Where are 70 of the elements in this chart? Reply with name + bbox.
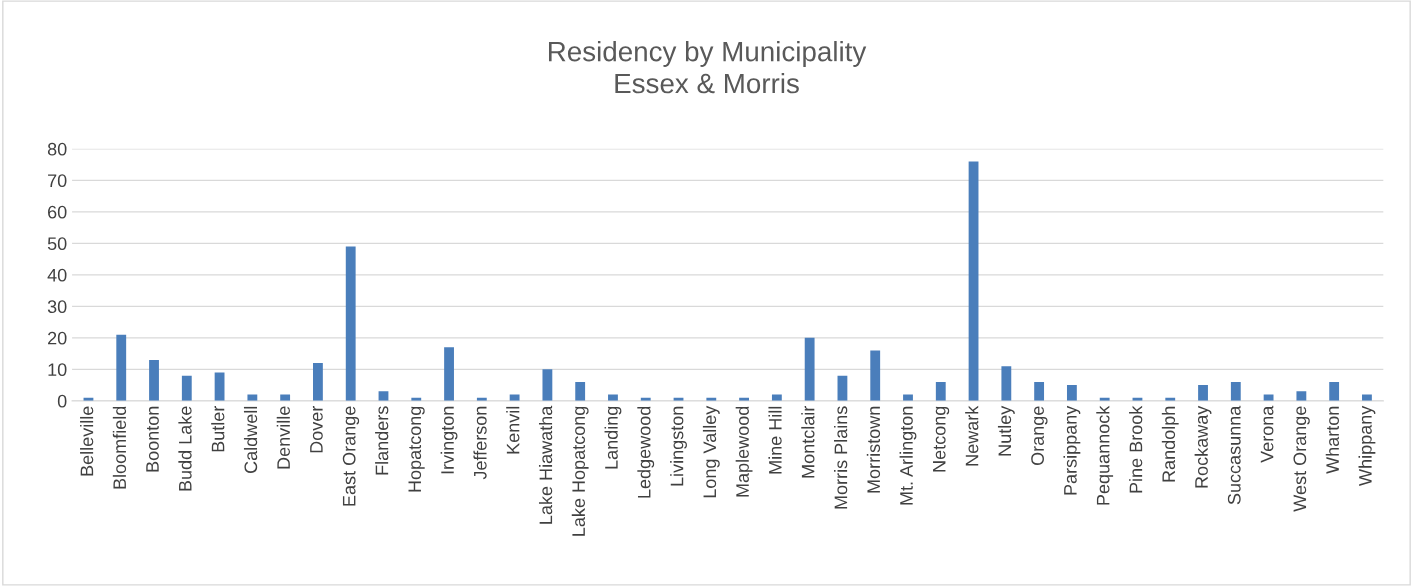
bar [214,372,225,401]
x-tick-label: Hopatcong [408,406,425,492]
bar [444,347,454,401]
bar [1329,381,1340,401]
x-tick-label: Mine Hill [768,406,782,474]
x-tick-label: Lake Hopatcong [571,406,589,536]
y-tick-label: 50 [47,237,67,251]
bar [968,161,979,401]
x-tick-label: Bloomfield [112,406,127,489]
x-tick-label: Boonton [146,406,159,472]
x-tick-label: Livingston [670,406,687,486]
x-tick-label: Morris Plains [834,406,848,509]
x-tick-label: Landing [604,406,622,469]
x-tick-label: Montclair [801,405,815,478]
bar [1296,391,1307,401]
x-tick-label: Caldwell [243,406,258,473]
x-tick-label: West Orange [1293,406,1310,512]
y-tick-label: 70 [48,174,67,188]
bar [181,375,192,401]
bar [935,381,946,401]
bar [1230,381,1241,401]
chart-title: Residency by Municipality Essex & Morris [549,41,867,94]
bar [116,334,127,401]
y-tick-label: 10 [48,363,67,377]
bar [1198,385,1208,401]
bar [1034,381,1045,401]
x-tick-label: Whippany [1358,405,1376,486]
x-tick-label: Budd Lake [178,406,192,491]
x-tick-label: Newark [965,405,979,466]
y-tick-label: 20 [48,331,67,345]
bar [1001,366,1012,401]
y-tick-label: 30 [47,300,67,314]
x-tick-label: Ledgewood [637,406,655,498]
x-tick-label: Orange [1031,406,1048,466]
y-tick-label: 40 [47,268,67,282]
bar [804,337,815,401]
x-tick-label: Dover [310,405,323,453]
x-tick-label: Pequannock [1096,405,1114,505]
x-tick-label: Pine Brook [1129,405,1143,493]
bar [1066,385,1077,401]
x-tick-label: Butler [211,405,225,452]
x-tick-label: Jefferson [473,406,487,480]
bar [870,350,881,401]
y-tick-label: 0 [57,394,67,408]
x-tick-label: Lake Hiawatha [538,405,553,524]
x-tick-label: Morristown [866,406,881,493]
x-tick-label: Parsippany [1063,405,1081,495]
x-tick-label: Netcong [933,406,950,472]
bar [575,381,586,401]
x-tick-label: Nutley [997,405,1015,456]
bar [542,369,553,401]
x-tick-label: Wharton [1325,406,1339,474]
x-tick-label: Flanders [375,406,389,475]
x-tick-label: Verona [1260,405,1274,463]
x-tick-label: Denville [276,406,290,469]
x-tick-label: Succasunna [1227,405,1241,505]
y-tick-label: 60 [48,205,67,219]
x-tick-label: East Orange [342,406,360,506]
bar [313,363,323,401]
x-tick-label: Mt. Arlington [899,406,917,505]
bar [345,246,356,401]
x-tick-label: Long Valley [702,405,720,498]
x-tick-label: Belleville [80,406,94,476]
x-tick-label: Maplewood [735,406,753,497]
y-tick-label: 80 [47,142,67,156]
x-tick-label: Irvington [440,406,458,474]
bar [149,359,159,401]
x-tick-label: Rockaway [1194,405,1212,488]
x-tick-label: Kenvil [506,406,520,454]
x-tick-label: Randolph [1161,406,1179,482]
